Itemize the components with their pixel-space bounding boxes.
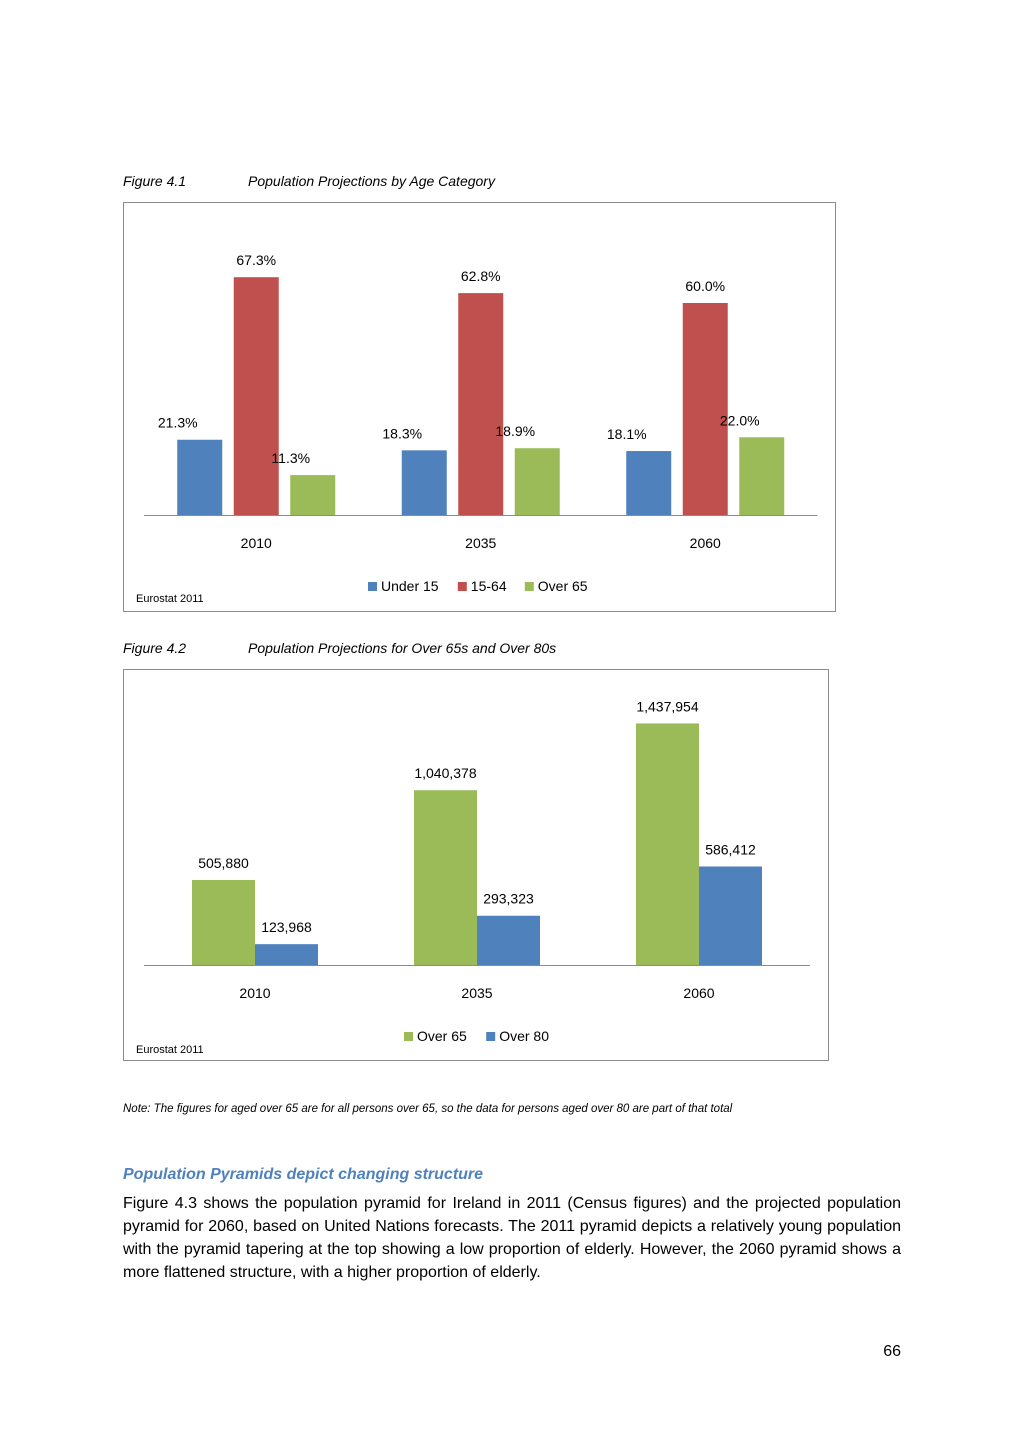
figure-title: Population Projections for Over 65s and … [248, 640, 557, 656]
bar-over-80-2035 [477, 915, 540, 965]
data-label-over-65-2060: 22.0% [720, 412, 760, 428]
page-number: 66 [883, 1343, 901, 1360]
x-tick-label-2010: 2010 [241, 535, 272, 551]
data-label-over-65-2060: 1,437,954 [636, 698, 698, 714]
legend-label-over-65: Over 65 [417, 1028, 467, 1044]
legend-label-over-65: Over 65 [538, 578, 588, 594]
figure-number: Figure 4.1 [123, 173, 187, 189]
bar-over-65-2060 [636, 723, 699, 965]
bar-15-64-2060 [682, 303, 728, 515]
legend-swatch-over-80 [486, 1032, 496, 1041]
source-label: Eurostat 2011 [136, 1044, 204, 1056]
figure-number: Figure 4.2 [123, 640, 187, 656]
bar-over-65-2010 [290, 475, 336, 515]
legend-label-under-15: Under 15 [381, 578, 439, 594]
source-label: Eurostat 2011 [136, 593, 204, 605]
x-tick-label-2035: 2035 [465, 535, 496, 551]
chart-svg: 505,880 123,968 2010 1,040,378 293,323 2035 1,… [136, 698, 810, 1056]
data-label-over-80-2010: 123,968 [261, 919, 312, 935]
bar-over-80-2010 [255, 944, 318, 965]
data-label-15-64-2060: 60.0% [685, 278, 725, 294]
x-tick-label-2035: 2035 [461, 985, 492, 1001]
bar-15-64-2010 [233, 277, 279, 515]
data-label-15-64-2010: 67.3% [236, 252, 276, 268]
chart-svg: 21.3% 67.3% 11.3% 2010 18.3% 62.8% 18.9% 2035 18… [136, 252, 818, 605]
chart-over65-over80: 505,880 123,968 2010 1,040,378 293,323 2035 1,… [123, 669, 829, 1061]
bar-over-65-2035 [414, 790, 477, 965]
data-label-over-65-2010: 505,880 [198, 855, 249, 871]
legend-swatch-over-65 [524, 582, 534, 591]
bar-over-65-2035 [514, 448, 560, 515]
legend-swatch-under-15 [368, 582, 377, 591]
bar-under-15-2060 [626, 451, 672, 515]
data-label-under-15-2035: 18.3% [382, 425, 422, 441]
x-tick-label-2060: 2060 [683, 985, 714, 1001]
data-label-over-65-2010: 11.3% [271, 450, 310, 466]
bar-over-65-2060 [739, 437, 785, 515]
legend-label-15-64: 15-64 [471, 578, 507, 594]
data-label-over-80-2035: 293,323 [483, 891, 534, 907]
bar-under-15-2035 [401, 450, 447, 515]
data-label-15-64-2035: 62.8% [461, 268, 501, 284]
data-label-over-65-2035: 18.9% [495, 423, 535, 439]
bar-over-65-2010 [192, 880, 255, 965]
legend-swatch-15-64 [457, 582, 467, 591]
x-tick-label-2010: 2010 [239, 985, 270, 1001]
bar-under-15-2010 [177, 439, 223, 515]
section-heading: Population Pyramids depict changing stru… [123, 1166, 484, 1183]
x-tick-label-2060: 2060 [690, 535, 721, 551]
data-label-under-15-2060: 18.1% [607, 426, 647, 442]
chart-age-category: 21.3% 67.3% 11.3% 2010 18.3% 62.8% 18.9% 2035 18… [123, 202, 836, 612]
legend-label-over-80: Over 80 [499, 1028, 549, 1044]
body-paragraph: Figure 4.3 shows the population pyramid … [123, 1195, 901, 1281]
bar-15-64-2035 [458, 293, 504, 515]
bar-over-80-2060 [699, 866, 762, 965]
figure-note: Note: The figures for aged over 65 are f… [123, 1103, 733, 1115]
data-label-under-15-2010: 21.3% [158, 415, 198, 431]
figure-title: Population Projections by Age Category [248, 173, 495, 189]
data-label-over-65-2035: 1,040,378 [414, 765, 476, 781]
data-label-over-80-2060: 586,412 [705, 841, 756, 857]
legend-swatch-over-65 [404, 1032, 413, 1041]
